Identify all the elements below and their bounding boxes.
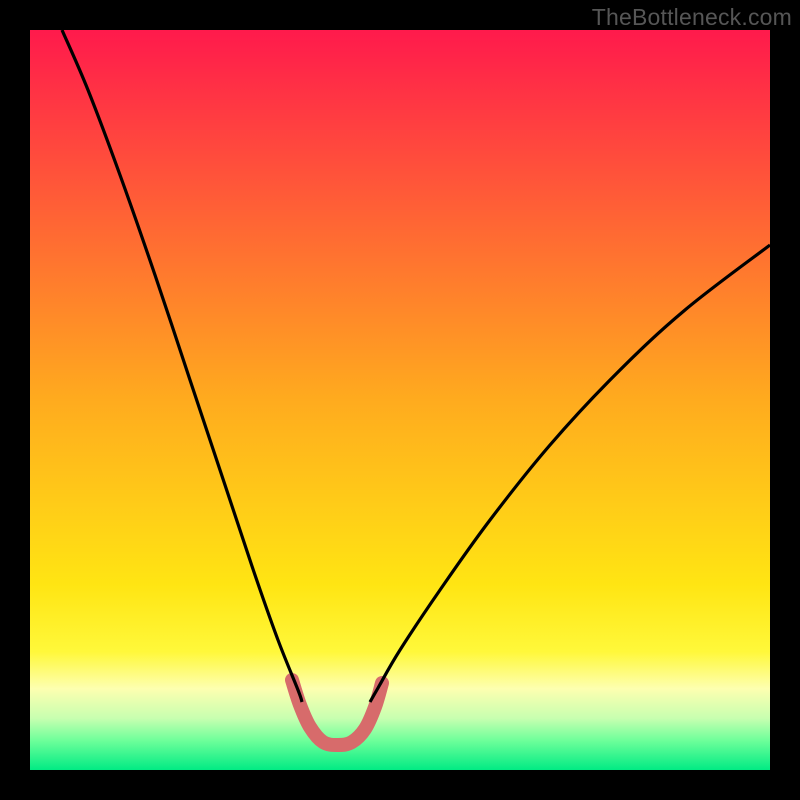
chart-frame: TheBottleneck.com — [0, 0, 800, 800]
curves-layer — [0, 0, 800, 800]
trough-marker — [292, 680, 382, 745]
curve-right — [370, 245, 770, 702]
curve-left — [62, 30, 302, 702]
watermark-text: TheBottleneck.com — [592, 4, 792, 31]
